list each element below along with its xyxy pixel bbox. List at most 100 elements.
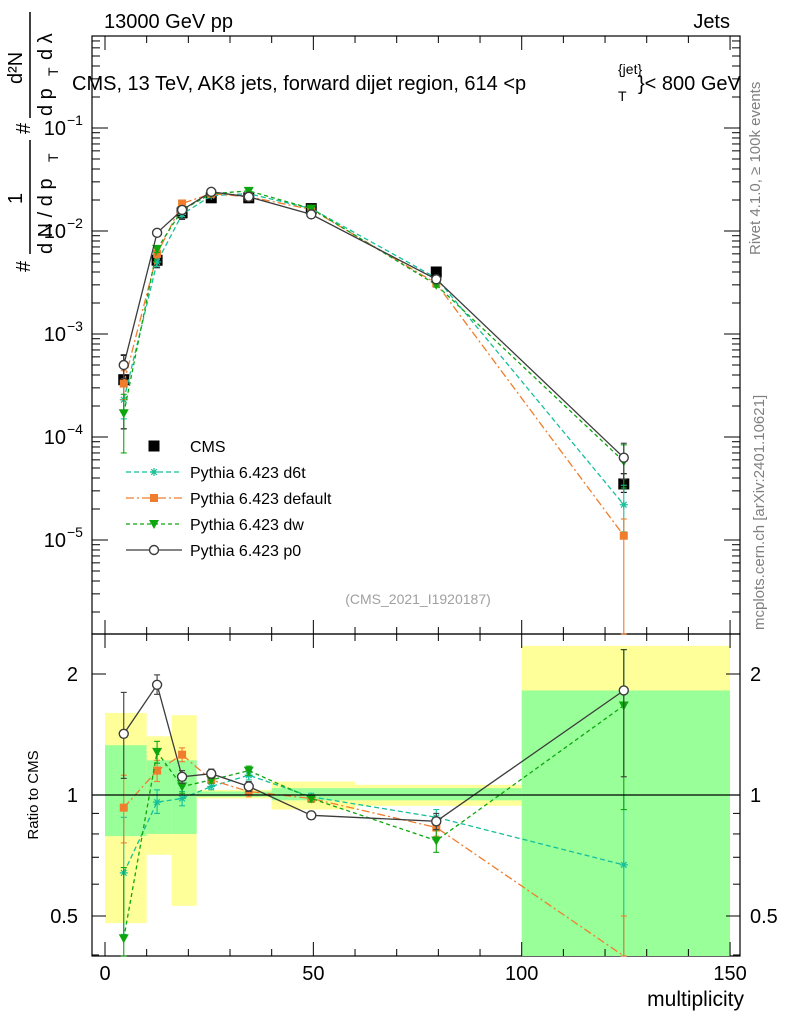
ratio-y-axis-label: Ratio to CMS — [25, 750, 42, 839]
data-point — [178, 199, 187, 208]
data-point — [178, 750, 187, 759]
title-sub: T — [618, 88, 627, 104]
data-point — [306, 209, 317, 220]
data-point — [118, 728, 129, 739]
data-point — [306, 794, 317, 804]
data-point — [619, 500, 628, 509]
band-inner-6 — [521, 690, 731, 956]
series-line — [123, 193, 625, 537]
data-point — [243, 191, 254, 202]
ratio-xtick-label: 50 — [302, 963, 324, 985]
data-point — [306, 810, 317, 821]
data-point — [178, 794, 187, 803]
data-point — [151, 679, 163, 691]
ratio-xtick-label: 100 — [505, 963, 538, 985]
series-line — [123, 193, 625, 506]
data-point — [243, 186, 254, 196]
data-point — [118, 934, 129, 944]
legend-marker — [150, 468, 158, 476]
data-point — [618, 685, 629, 696]
ylabel-hash: # — [13, 260, 35, 272]
main-axis-ticks: 10−510−410−310−210−1 — [44, 36, 740, 634]
ratio-ytick-label-left: 2 — [67, 664, 78, 686]
ratio-series-layer — [118, 649, 629, 957]
data-point — [431, 274, 442, 285]
legend-item: CMS — [148, 439, 226, 456]
main-ytick-exp: −4 — [67, 421, 83, 437]
title-main: CMS, 13 TeV, AK8 jets, forward dijet reg… — [72, 73, 526, 95]
band-inner-5 — [355, 788, 522, 801]
band-inner-0 — [105, 745, 147, 837]
data-point — [618, 452, 629, 463]
data-point — [152, 244, 163, 254]
data-point — [431, 816, 442, 827]
data-point — [119, 803, 128, 812]
analysis-watermark: (CMS_2021_I1920187) — [345, 591, 491, 607]
legend-marker — [149, 520, 159, 529]
side-label-mcplots: mcplots.cern.ch [arXiv:2401.10621] — [751, 395, 768, 630]
main-ytick-exp: −1 — [67, 112, 83, 128]
data-point — [431, 836, 442, 846]
legend-marker — [148, 440, 160, 452]
x-axis-label: multiplicity — [647, 988, 744, 1011]
data-point — [119, 379, 128, 388]
side-label-rivet: Rivet 4.1.0, ≥ 100k events — [747, 82, 764, 255]
series-line — [123, 774, 624, 874]
legend-label: Pythia 6.423 p0 — [190, 543, 301, 560]
data-point — [207, 782, 216, 791]
ylabel-hash2: # — [13, 122, 35, 134]
data-point — [430, 266, 442, 278]
data-point — [153, 258, 162, 267]
ylabel-dpt-sub: T — [45, 67, 61, 76]
data-point — [206, 186, 217, 198]
main-ytick-label: 10 — [44, 324, 66, 346]
series-line — [123, 190, 625, 462]
data-point — [306, 204, 317, 214]
series-pythia-6-423-default — [119, 189, 628, 635]
ratio-uncertainty-bands — [105, 645, 731, 956]
data-point — [118, 359, 129, 371]
series-pythia-6-423-p0 — [118, 649, 629, 831]
legend: CMS Pythia 6.423 d6t Pythia 6.423 default P… — [126, 439, 332, 560]
main-ytick-exp: −3 — [67, 318, 83, 334]
legend-label: Pythia 6.423 d6t — [190, 465, 306, 482]
ylabel-fraction-den: d N / d p — [35, 178, 57, 254]
ratio-xtick-label: 150 — [713, 963, 746, 985]
data-point — [619, 860, 628, 869]
series-line — [123, 191, 625, 459]
legend-item: Pythia 6.423 dw — [126, 517, 304, 534]
data-point — [243, 781, 254, 792]
data-point — [243, 766, 254, 776]
ratio-ytick-label-right: 1 — [750, 785, 761, 807]
main-series-layer — [118, 186, 630, 635]
legend-label: CMS — [190, 439, 226, 456]
main-ytick-label: 10 — [44, 530, 66, 552]
legend-item: Pythia 6.423 p0 — [126, 543, 301, 560]
data-point — [118, 409, 129, 419]
data-point — [153, 798, 162, 807]
legend-label: Pythia 6.423 dw — [190, 517, 304, 534]
main-ytick-label: 10 — [44, 427, 66, 449]
title-sup: {jet} — [618, 61, 642, 77]
main-ytick-exp: −2 — [67, 215, 83, 231]
ylabel-dpt: d p — [35, 88, 57, 116]
ratio-axis-ticks: 0 50 100 150 0.5 0.5 1 1 2 2 — [50, 634, 778, 985]
legend-marker — [150, 494, 158, 502]
series-pythia-6-423-p0 — [118, 186, 629, 480]
series-line — [123, 704, 625, 939]
data-point — [176, 204, 188, 216]
band-inner-3 — [196, 791, 272, 797]
legend-item: Pythia 6.423 d6t — [126, 465, 306, 482]
series-line — [123, 753, 625, 957]
header-left: 13000 GeV pp — [104, 11, 233, 33]
ratio-ytick-label-left: 1 — [67, 785, 78, 807]
ylabel-dlambda: d λ — [35, 33, 57, 60]
ylabel-fraction-num: 1 — [5, 193, 27, 204]
main-ytick-label: 10 — [44, 118, 66, 140]
main-ytick-exp: −5 — [67, 524, 83, 540]
ylabel-den-sub: T — [45, 153, 61, 162]
legend-marker — [148, 544, 160, 556]
data-point — [206, 768, 217, 779]
